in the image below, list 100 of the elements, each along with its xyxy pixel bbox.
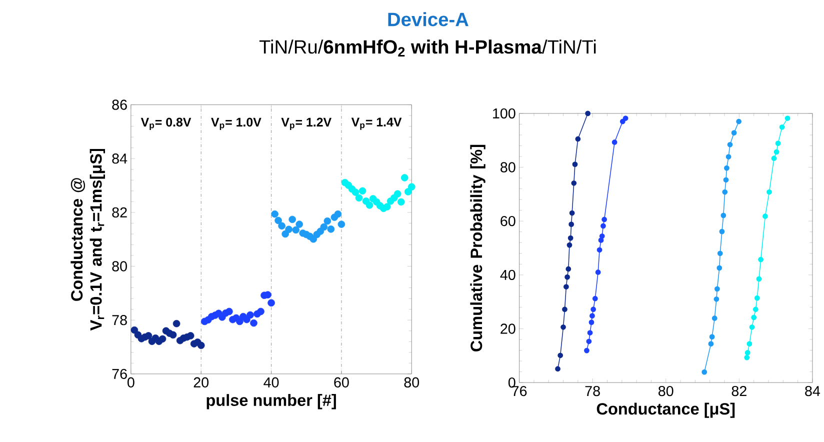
annotation: V$_{p}$= 1.4V [351, 118, 402, 130]
y-tick-label: 100 [493, 108, 516, 118]
x-tick-label: 80 [404, 377, 420, 388]
point [568, 235, 574, 241]
point [766, 189, 772, 195]
x-tick-label: 76 [512, 386, 527, 396]
x-tick-label: 0 [128, 377, 134, 388]
point [366, 201, 374, 209]
x-tick-label: 84 [805, 386, 820, 396]
point [622, 116, 628, 121]
y-tick-label: 84 [112, 153, 128, 164]
point [320, 223, 328, 231]
point [744, 354, 750, 360]
y-tick-label: 60 [500, 216, 516, 226]
point [784, 116, 790, 121]
point [724, 165, 730, 171]
x-tick-label: 80 [658, 386, 674, 396]
point [587, 330, 593, 336]
point [620, 118, 626, 124]
point [590, 306, 596, 312]
point [600, 223, 606, 229]
point [571, 180, 577, 186]
point [197, 342, 205, 349]
text: Device-A [388, 12, 468, 26]
point [720, 212, 726, 218]
point [722, 189, 728, 195]
annotation: V$_{p}$= 1.2V [281, 118, 332, 130]
point [569, 210, 575, 216]
point [285, 226, 292, 233]
point [169, 331, 177, 338]
point [172, 320, 180, 328]
point [758, 256, 764, 262]
point [585, 110, 591, 116]
point [268, 299, 275, 306]
point [754, 295, 760, 301]
point [250, 319, 258, 327]
point [562, 306, 568, 312]
y-tick-label: 80 [500, 162, 516, 172]
point [264, 291, 272, 298]
point [397, 198, 405, 206]
point [324, 217, 332, 225]
point [566, 242, 572, 248]
point [226, 308, 233, 316]
point [408, 183, 416, 190]
point [555, 366, 560, 372]
point [774, 149, 780, 155]
point [775, 140, 781, 146]
point [596, 247, 602, 252]
point [158, 335, 166, 343]
point [746, 341, 752, 346]
point [744, 350, 750, 356]
point [243, 316, 250, 324]
point [274, 216, 282, 224]
x-tick-label: 40 [264, 377, 279, 388]
x-tick-label: 82 [732, 386, 746, 396]
point [726, 154, 732, 160]
point [564, 274, 570, 280]
point [130, 326, 138, 334]
point [292, 226, 300, 234]
point [714, 296, 720, 302]
point [590, 313, 595, 318]
point [572, 162, 578, 167]
point [383, 203, 391, 210]
point [394, 190, 402, 198]
point [564, 284, 569, 290]
y-tick-label: 76 [112, 368, 127, 379]
point [717, 250, 723, 256]
y-tick-label: 20 [500, 324, 516, 334]
point [296, 220, 304, 228]
point [771, 156, 777, 161]
y-tick-label: 40 [500, 270, 516, 280]
point [246, 311, 254, 319]
point [756, 276, 762, 282]
point [327, 225, 335, 233]
point [400, 174, 408, 182]
point [727, 142, 733, 148]
annotation: V$_{p}$= 0.8V [140, 118, 192, 130]
point [566, 266, 572, 272]
point [592, 296, 598, 302]
point [599, 233, 605, 239]
point [751, 314, 757, 320]
point [709, 334, 715, 340]
point [752, 306, 758, 312]
point [338, 220, 346, 228]
point [708, 341, 714, 346]
x-axis-title: pulse number [#] [206, 394, 336, 410]
y-axis-title: Cumulative Probability [%] [470, 144, 486, 352]
y-tick-label: 78 [112, 314, 127, 326]
point [719, 228, 725, 234]
point [588, 320, 594, 325]
point [288, 216, 296, 224]
point [558, 352, 564, 358]
point [560, 324, 566, 330]
point [612, 139, 618, 145]
x-tick-label: 60 [334, 377, 349, 388]
point [716, 265, 722, 271]
point [723, 177, 729, 183]
point [602, 216, 607, 222]
point [358, 187, 366, 194]
point [731, 130, 737, 136]
